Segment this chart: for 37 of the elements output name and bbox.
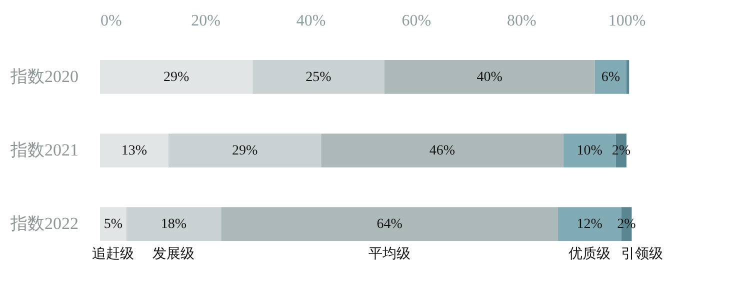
bar (594, 60, 626, 94)
x-tick-label: 0% (100, 12, 122, 30)
x-tick-label: 40% (296, 12, 326, 30)
series-label: 引领级 (621, 246, 664, 262)
x-tick-label: 100% (608, 12, 646, 30)
bar (100, 60, 253, 94)
bar (126, 207, 222, 241)
data-label: 5% (104, 217, 123, 232)
y-tick-label: 指数2021 (10, 140, 78, 160)
data-label: 46% (429, 144, 456, 158)
y-tick-label: 指数2022 (10, 214, 78, 234)
bar (221, 207, 558, 241)
series-label: 追赶级 (92, 246, 134, 262)
x-tick-label: 80% (507, 12, 536, 30)
y-tick-label: 指数2020 (10, 66, 78, 86)
bar (384, 60, 595, 94)
data-label: 40% (476, 70, 503, 85)
series-label: 平均级 (368, 246, 411, 262)
x-tick-label: 60% (402, 12, 432, 30)
data-label: 6% (601, 70, 620, 85)
data-label: 64% (376, 217, 403, 232)
data-label: 13% (121, 144, 148, 158)
bar (100, 207, 126, 241)
data-label: 29% (232, 144, 258, 158)
series-label: 发展级 (152, 246, 195, 262)
bar (100, 134, 168, 168)
data-label: 29% (164, 70, 190, 85)
x-tick-label: 20% (191, 12, 220, 30)
bar (626, 60, 630, 94)
data-label: 18% (160, 217, 187, 232)
data-label: 10% (576, 144, 603, 158)
data-label: 25% (306, 70, 332, 85)
data-label: 12% (576, 217, 603, 232)
bar (168, 134, 322, 168)
bar (321, 134, 564, 168)
bar (252, 60, 384, 94)
series-label: 优质级 (568, 246, 611, 262)
